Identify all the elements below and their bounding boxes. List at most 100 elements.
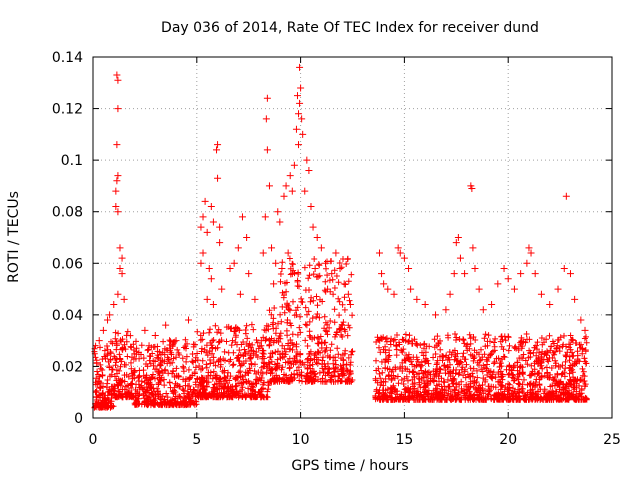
data-point bbox=[172, 337, 180, 345]
data-point bbox=[442, 306, 450, 314]
data-point bbox=[201, 197, 209, 205]
data-point bbox=[566, 270, 574, 278]
data-point bbox=[216, 223, 224, 231]
data-point bbox=[151, 331, 159, 339]
data-point bbox=[274, 208, 282, 216]
data-point bbox=[537, 290, 545, 298]
data-point bbox=[332, 249, 340, 257]
data-point bbox=[322, 259, 330, 267]
data-point bbox=[270, 280, 278, 288]
data-point bbox=[296, 63, 304, 71]
data-point bbox=[469, 244, 477, 252]
data-point bbox=[262, 115, 270, 123]
data-point bbox=[218, 285, 226, 293]
data-point bbox=[336, 264, 344, 272]
data-point bbox=[400, 254, 408, 262]
data-point bbox=[263, 146, 271, 154]
data-point bbox=[114, 105, 122, 113]
data-point bbox=[95, 337, 103, 345]
x-tick-label: 5 bbox=[192, 432, 201, 448]
data-point bbox=[214, 141, 222, 149]
data-point bbox=[581, 326, 589, 334]
data-point bbox=[118, 254, 126, 262]
data-point bbox=[517, 270, 525, 278]
data-point bbox=[209, 218, 217, 226]
x-tick-label: 10 bbox=[292, 432, 310, 448]
data-point bbox=[205, 264, 213, 272]
data-point bbox=[317, 244, 325, 252]
data-point bbox=[554, 285, 562, 293]
data-point bbox=[114, 290, 122, 298]
data-point bbox=[112, 203, 120, 211]
data-point bbox=[488, 301, 496, 309]
data-point bbox=[405, 264, 413, 272]
data-point bbox=[104, 316, 112, 324]
data-point bbox=[199, 249, 207, 257]
data-point bbox=[141, 326, 149, 334]
x-tick-label: 0 bbox=[89, 432, 98, 448]
y-tick-label: 0.1 bbox=[61, 153, 83, 169]
dense-point-cloud bbox=[91, 255, 590, 411]
data-point bbox=[113, 141, 121, 149]
data-point bbox=[346, 301, 354, 309]
data-point bbox=[446, 290, 454, 298]
data-point bbox=[452, 239, 460, 247]
data-point bbox=[112, 187, 120, 195]
data-points bbox=[95, 63, 589, 350]
y-tick-label: 0.12 bbox=[52, 102, 83, 118]
data-point bbox=[207, 275, 215, 283]
data-point bbox=[234, 244, 242, 252]
data-point bbox=[407, 285, 415, 293]
y-tick-label: 0.06 bbox=[52, 256, 83, 272]
data-point bbox=[479, 306, 487, 314]
data-point bbox=[284, 249, 292, 257]
data-point bbox=[299, 130, 307, 138]
data-point bbox=[114, 172, 122, 180]
data-point bbox=[295, 141, 303, 149]
data-point bbox=[110, 301, 118, 309]
data-point bbox=[510, 285, 518, 293]
data-point bbox=[344, 290, 352, 298]
data-point bbox=[268, 244, 276, 252]
data-point bbox=[114, 76, 122, 84]
data-point bbox=[236, 290, 244, 298]
data-point bbox=[475, 285, 483, 293]
chart-title: Day 036 of 2014, Rate Of TEC Index for r… bbox=[161, 20, 539, 36]
y-tick-label: 0.14 bbox=[52, 50, 83, 66]
data-point bbox=[120, 295, 128, 303]
data-point bbox=[145, 342, 153, 350]
data-point bbox=[209, 301, 217, 309]
data-point bbox=[207, 203, 215, 211]
data-point bbox=[230, 259, 238, 267]
data-point bbox=[324, 285, 332, 293]
data-point bbox=[282, 182, 290, 190]
plot-area-frame bbox=[92, 56, 613, 419]
data-point bbox=[199, 213, 207, 221]
data-point bbox=[245, 270, 253, 278]
data-point bbox=[305, 166, 313, 174]
data-point bbox=[340, 280, 348, 288]
data-point bbox=[546, 301, 554, 309]
data-point bbox=[295, 110, 303, 118]
data-point bbox=[577, 316, 585, 324]
data-point bbox=[272, 259, 280, 267]
data-point bbox=[523, 259, 531, 267]
data-point bbox=[396, 249, 404, 257]
data-point bbox=[216, 239, 224, 247]
data-point bbox=[276, 218, 284, 226]
data-point bbox=[286, 172, 294, 180]
data-point bbox=[309, 223, 317, 231]
data-point bbox=[288, 270, 296, 278]
data-point bbox=[560, 264, 568, 272]
data-point bbox=[413, 295, 421, 303]
data-point bbox=[500, 264, 508, 272]
data-point bbox=[296, 99, 304, 107]
data-point bbox=[197, 259, 205, 267]
data-point bbox=[471, 264, 479, 272]
data-point bbox=[450, 270, 458, 278]
data-point bbox=[214, 174, 222, 182]
data-point bbox=[531, 270, 539, 278]
data-point bbox=[311, 264, 319, 272]
data-point bbox=[298, 115, 306, 123]
